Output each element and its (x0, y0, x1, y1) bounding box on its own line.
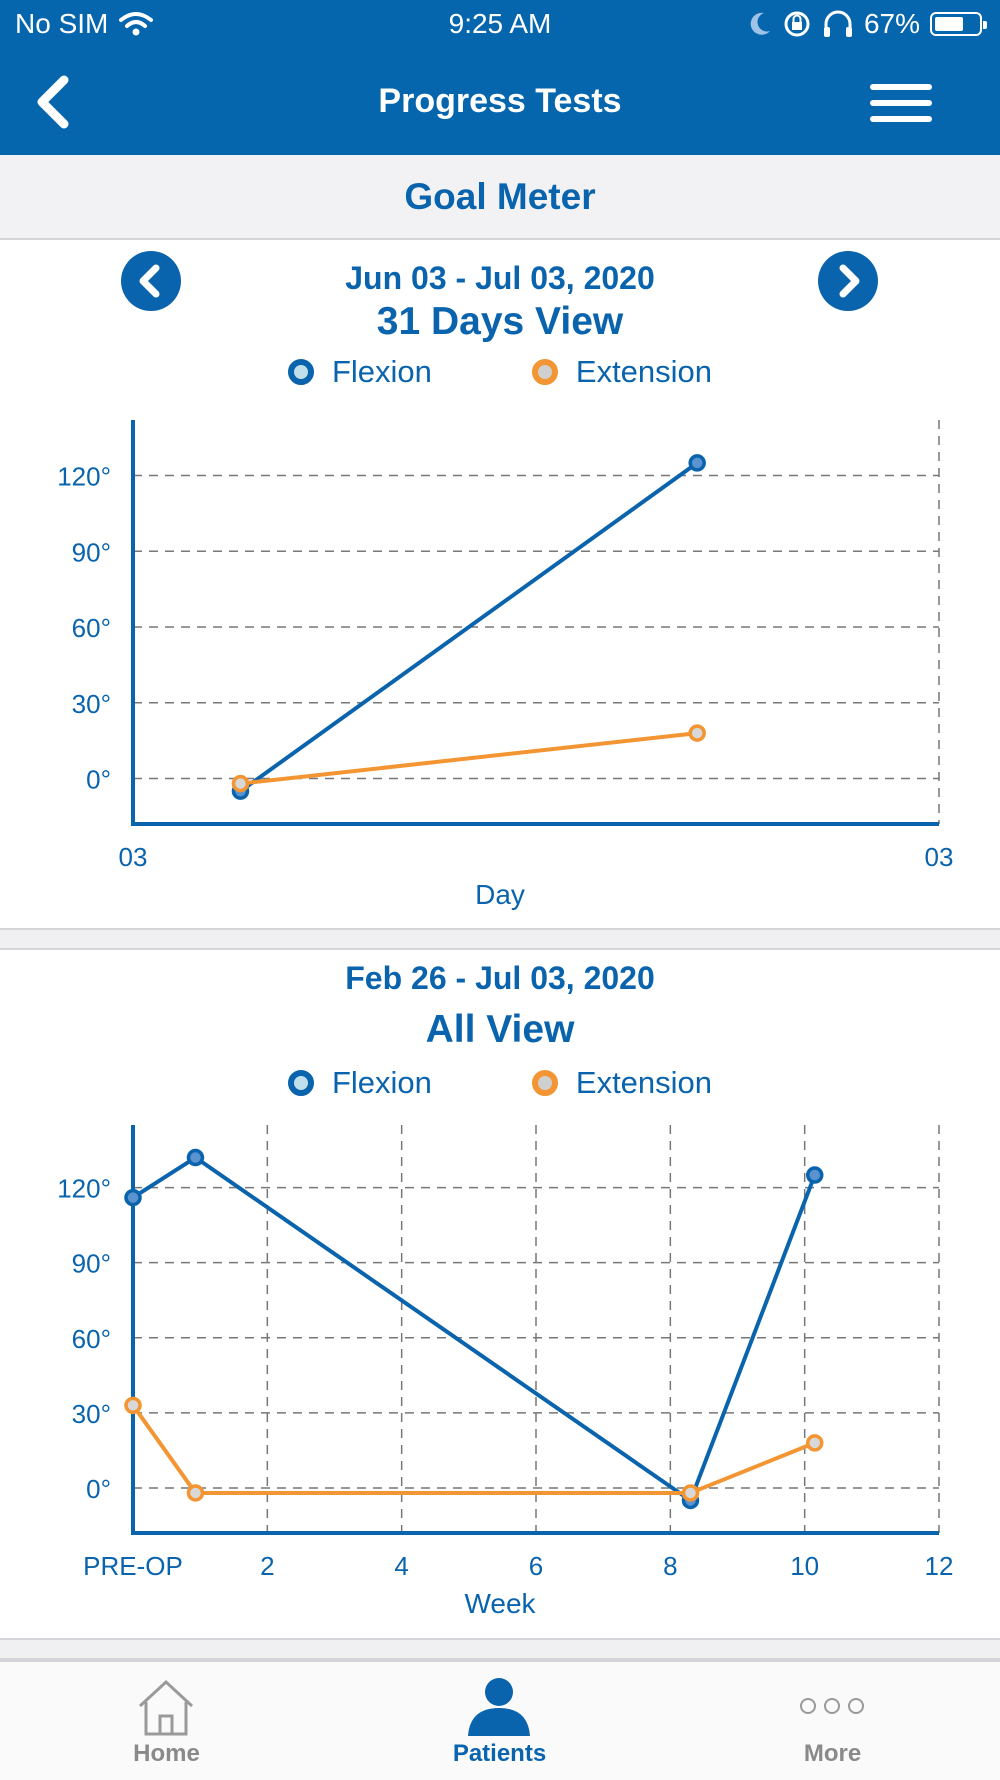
top-bar: No SIM 9:25 AM 67% Progress Tests (0, 0, 1000, 155)
tab-bar: Home Patients More (0, 1660, 1000, 1780)
x-tick-label: 2 (260, 1551, 274, 1581)
status-right: 67% (748, 8, 987, 40)
page-title: Progress Tests (378, 82, 622, 120)
battery-percent: 67% (863, 8, 920, 39)
tab-more-label: More (803, 1740, 862, 1767)
tab-patients-label: Patients (452, 1740, 547, 1767)
y-tick-label: 90° (72, 1249, 111, 1279)
extension-point (688, 724, 706, 742)
legend-extension-label: Extension (575, 354, 713, 389)
moon-icon (750, 12, 770, 35)
x-tick-label: 10 (790, 1551, 819, 1581)
x-axis-label: Week (464, 1588, 536, 1619)
chart1-date-range: Jun 03 - Jul 03, 2020 (345, 260, 655, 296)
extension-point (805, 1434, 824, 1452)
extension-line (240, 731, 698, 786)
back-button[interactable] (30, 72, 80, 132)
flexion-dot (287, 1070, 314, 1096)
status-time: 9:25 AM (448, 8, 552, 39)
hamburger-icon[interactable] (870, 84, 932, 122)
more-icon (800, 1698, 864, 1714)
flexion-dot (287, 359, 314, 385)
extension-point (231, 774, 250, 793)
prev-arrow-icon[interactable] (121, 251, 181, 311)
carrier-label: No SIM (15, 8, 109, 39)
chart1-view-title: 31 Days View (376, 300, 624, 343)
legend-extension-label: Extension (575, 1065, 713, 1100)
status-bar: No SIM 9:25 AM 67% (0, 0, 1000, 52)
y-tick-label: 90° (72, 537, 111, 567)
legend-flexion-label: Flexion (331, 1065, 432, 1100)
tab-patients[interactable]: Patients (333, 1662, 666, 1780)
section-divider (0, 928, 1000, 950)
x-tick-label: 8 (663, 1551, 677, 1581)
chart1-legend: Flexion Extension (0, 354, 1000, 390)
x-tick-label: 03 (119, 842, 148, 872)
section-title: Goal Meter (0, 155, 1000, 240)
chart-all-view: 120° 90° 60° 30° 0° PRE-OP 2 4 6 8 10 12 Week (57, 1125, 954, 1619)
flexion-point (186, 1148, 205, 1167)
tab-home-label: Home (133, 1740, 200, 1767)
extension-dot (531, 359, 558, 385)
extension-line (131, 1404, 816, 1495)
legend-extension: Extension (531, 354, 713, 390)
y-tick-label: 0° (86, 1474, 111, 1504)
chart2-view-title: All View (425, 1008, 575, 1051)
y-tick-label: 60° (72, 613, 111, 643)
x-tick-label: 6 (529, 1551, 543, 1581)
chart-31-days: 120° 90° 60° 30° 0° 03 03 Day (57, 420, 954, 910)
y-tick-label: 30° (72, 689, 111, 719)
flexion-line (131, 1155, 817, 1503)
battery-icon (930, 12, 987, 36)
y-tick-label: 120° (57, 462, 111, 492)
legend-extension: Extension (531, 1065, 713, 1101)
extension-point (681, 1484, 700, 1502)
legend-flexion: Flexion (287, 1065, 432, 1101)
flexion-line (239, 461, 699, 793)
status-left: No SIM (15, 8, 154, 40)
extension-point (124, 1396, 142, 1415)
y-tick-label: 0° (86, 765, 111, 795)
section-divider (0, 1638, 1000, 1660)
legend-flexion-label: Flexion (331, 354, 432, 389)
extension-dot (531, 1070, 558, 1096)
tab-home[interactable]: Home (0, 1662, 333, 1780)
x-axis-label: Day (475, 879, 525, 910)
y-tick-label: 60° (72, 1324, 111, 1354)
legend-flexion: Flexion (287, 354, 432, 390)
flexion-point (805, 1166, 824, 1184)
x-tick-label: 12 (925, 1551, 954, 1581)
chart2-legend: Flexion Extension (0, 1065, 1000, 1101)
flexion-point (124, 1188, 142, 1207)
wifi-icon (119, 12, 154, 36)
headphones-icon (823, 10, 852, 37)
x-tick-label: 4 (394, 1551, 408, 1581)
x-tick-label: 03 (925, 842, 954, 872)
chart2-date-range: Feb 26 - Jul 03, 2020 (345, 960, 655, 996)
x-tick-label: PRE-OP (83, 1551, 183, 1581)
tab-more[interactable]: More (666, 1662, 999, 1780)
flexion-point (688, 454, 706, 472)
y-tick-label: 30° (72, 1399, 111, 1429)
y-tick-label: 120° (57, 1174, 111, 1204)
home-icon (138, 1679, 194, 1736)
rotation-lock-icon (784, 11, 810, 37)
extension-point (186, 1484, 205, 1502)
next-arrow-icon[interactable] (818, 251, 878, 311)
person-icon (468, 1678, 530, 1736)
